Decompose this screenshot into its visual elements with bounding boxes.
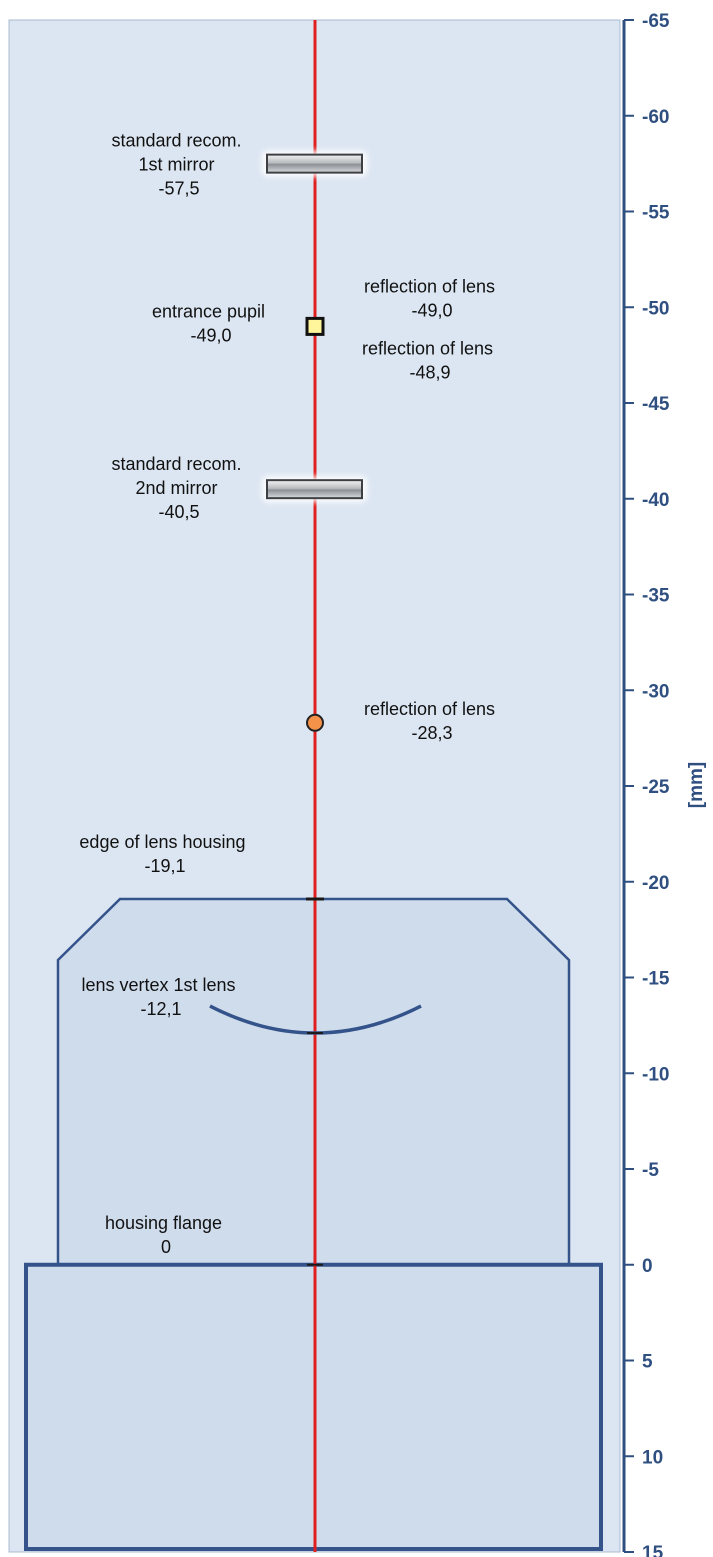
- scale-tick-label: -55: [642, 203, 670, 224]
- scale-tick-label: -20: [642, 873, 669, 894]
- lens-vertex-label: lens vertex 1st lens -12,1: [81, 975, 240, 1019]
- scale-tick-label: 10: [642, 1447, 663, 1468]
- second-mirror-symbol: [262, 476, 367, 503]
- reflection-marker: [306, 713, 324, 732]
- scale-tick-label: -25: [642, 777, 670, 798]
- unit-label: [mm]: [686, 762, 707, 808]
- mirror-bar: [266, 479, 363, 500]
- scale-tick-label: 5: [642, 1352, 653, 1373]
- scale-tick-label: -10: [642, 1064, 669, 1085]
- scale-ticks: -65-60-55-50-45-40-35-30-25-20-15-10-505…: [624, 11, 670, 1557]
- reflection-c-label: reflection of lens -28,3: [364, 699, 500, 743]
- scale-tick-label: -65: [642, 11, 670, 32]
- scale-tick-label: -30: [642, 681, 669, 702]
- scale-tick-label: -35: [642, 586, 670, 607]
- reflection-b-label: reflection of lens -48,9: [362, 338, 498, 382]
- mirror-2-label: standard recom. 2nd mirror -40,5: [111, 454, 246, 522]
- entrance-pupil-marker: [305, 316, 325, 336]
- scale-tick-label: -60: [642, 107, 669, 128]
- first-mirror-symbol: [262, 150, 367, 177]
- scale-tick-label: -40: [642, 490, 669, 511]
- scale-tick-label: -50: [642, 298, 669, 319]
- scale-tick-label: -45: [642, 394, 670, 415]
- scale-tick-label: -5: [642, 1160, 659, 1181]
- mirror-1-label: standard recom. 1st mirror -57,5: [111, 131, 246, 199]
- scale-tick-label: -15: [642, 969, 670, 990]
- entrance-pupil-label: entrance pupil -49,0: [152, 301, 270, 345]
- scale-tick-label: 15: [642, 1543, 664, 1557]
- lens-housing-edge-label: edge of lens housing -19,1: [79, 832, 250, 876]
- reflection-a-label: reflection of lens -49,0: [364, 276, 500, 320]
- housing-flange-label: housing flange 0: [105, 1213, 227, 1257]
- scale-tick-label: 0: [642, 1256, 653, 1277]
- mirror-bar: [266, 153, 363, 174]
